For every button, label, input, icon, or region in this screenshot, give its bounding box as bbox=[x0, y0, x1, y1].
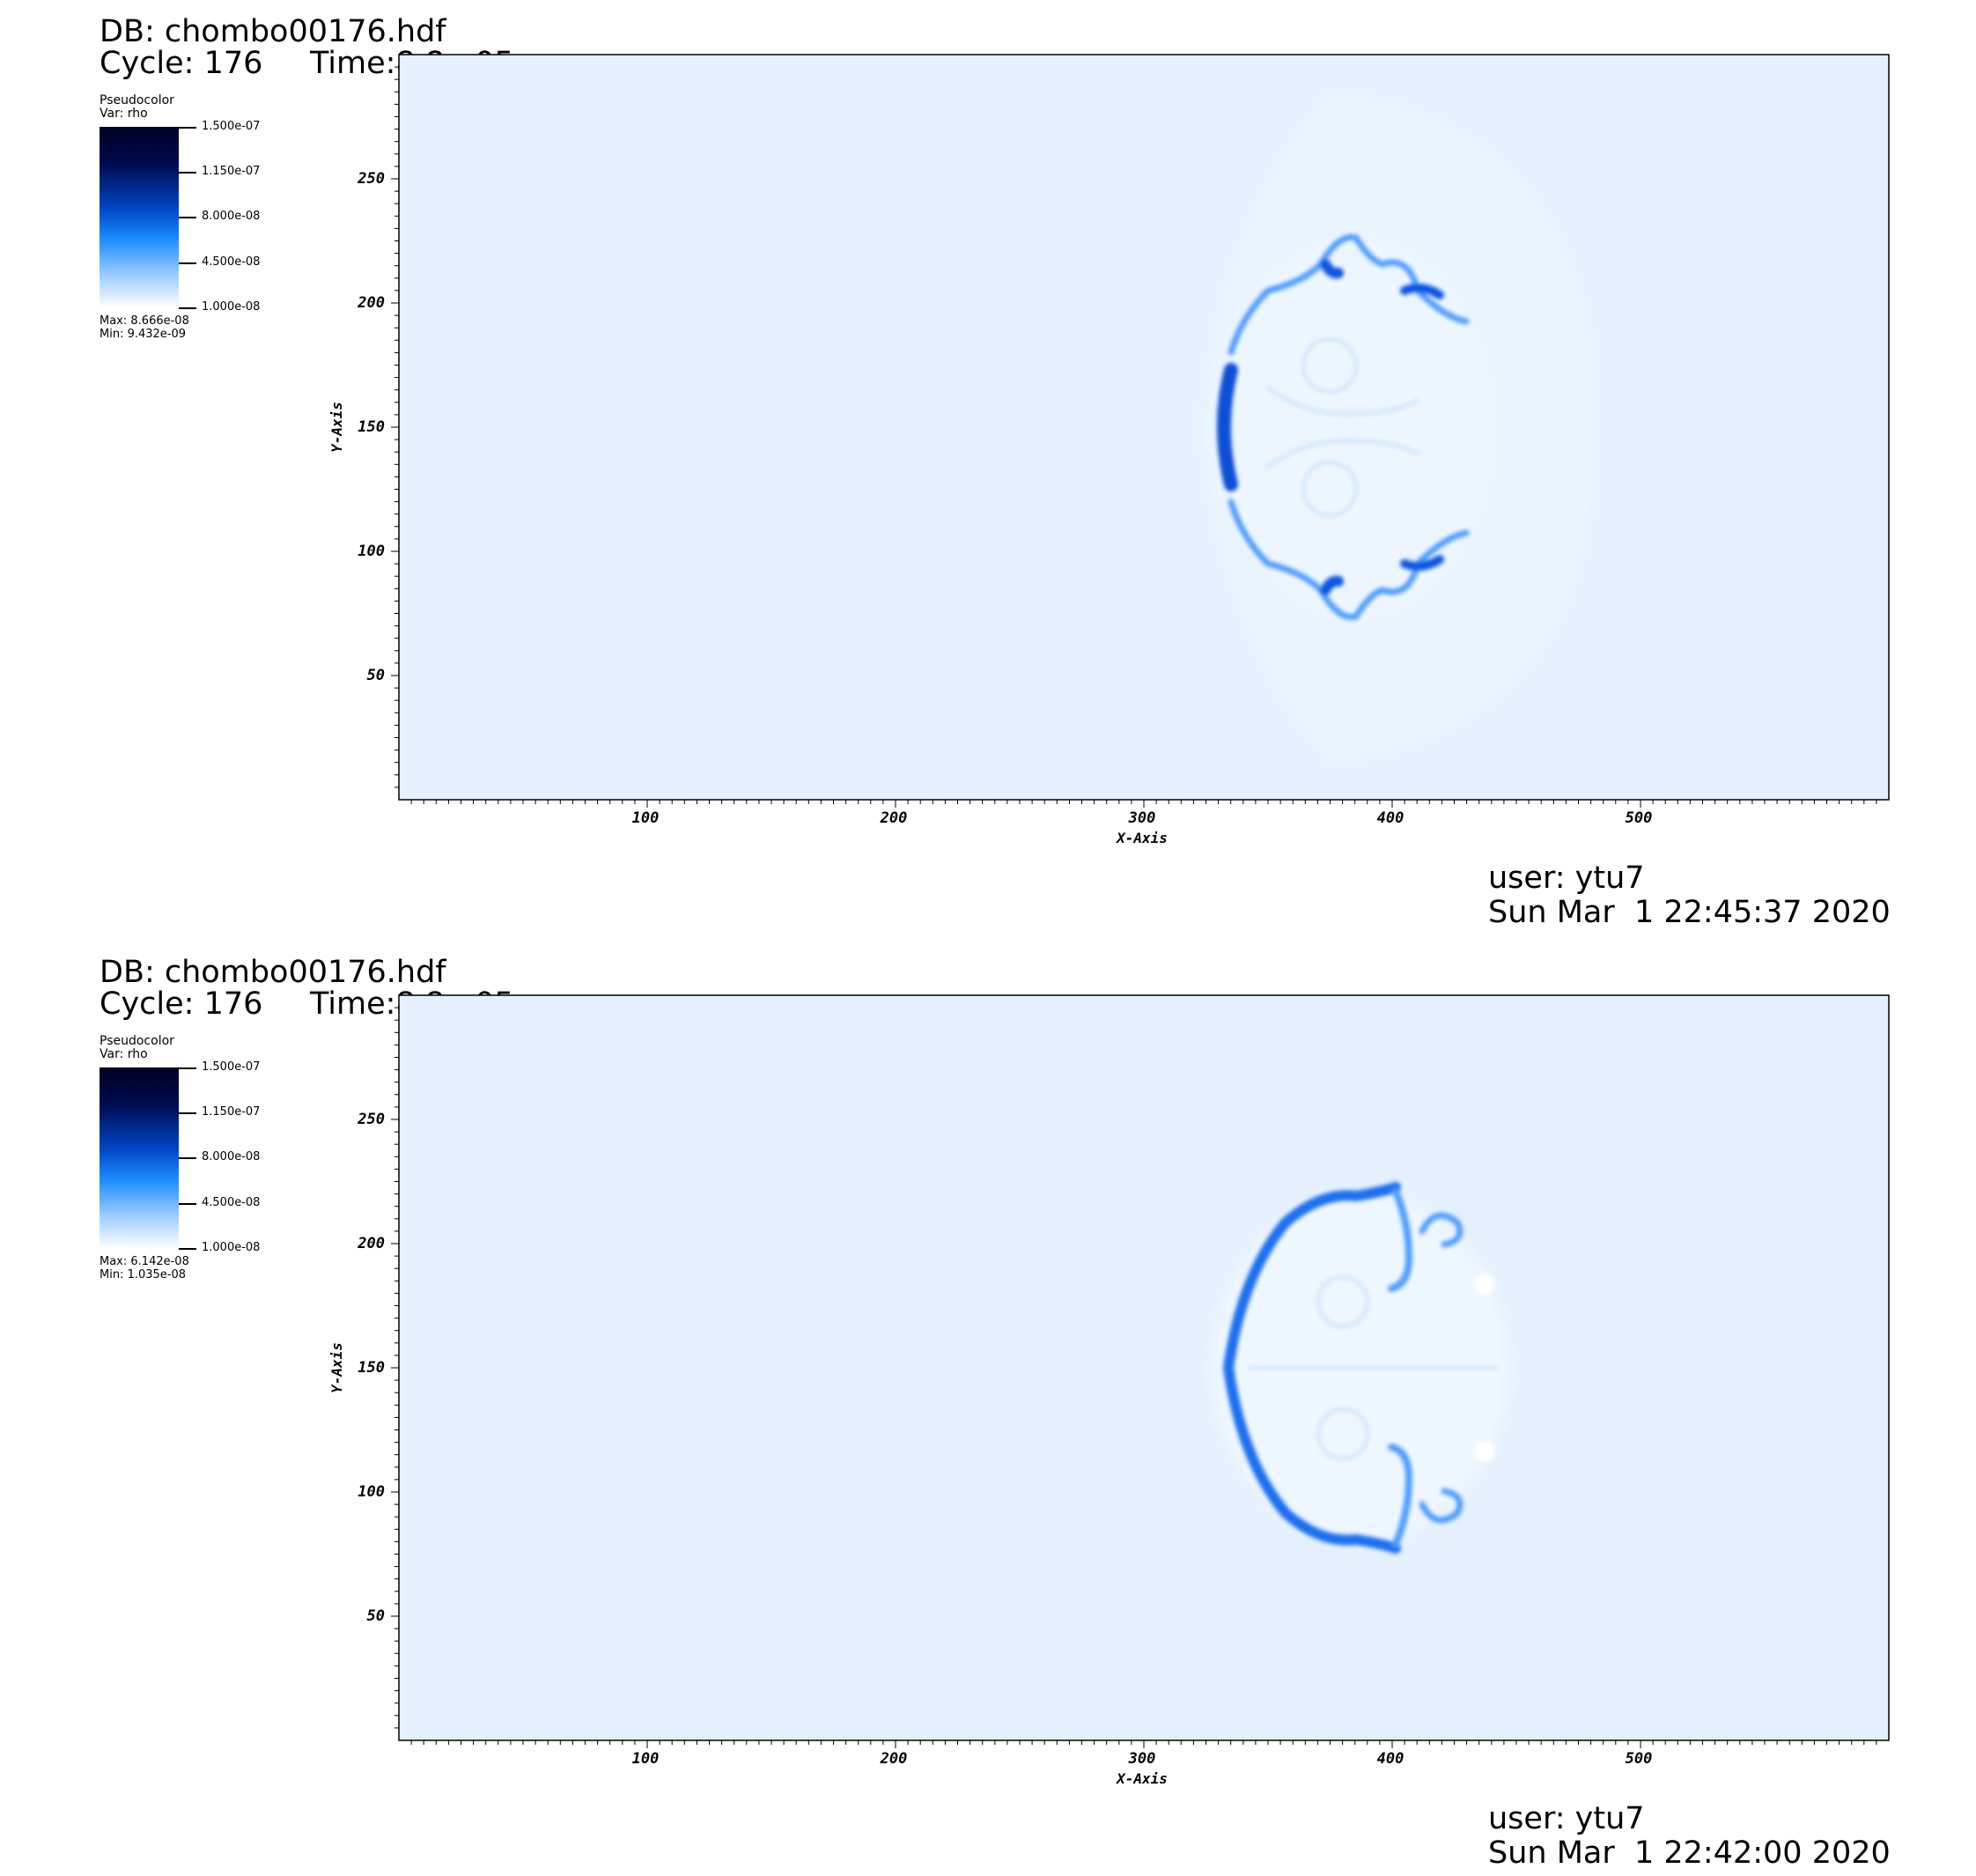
plot-area bbox=[398, 994, 1890, 1741]
legend-variable: Var: rho bbox=[100, 107, 148, 121]
density-filaments bbox=[1217, 233, 1470, 621]
y-tick-label: 50 bbox=[367, 1607, 385, 1625]
colorbar-label: 4.500e-08 bbox=[202, 1196, 261, 1209]
colorbar bbox=[100, 127, 179, 307]
x-tick-label: 500 bbox=[1626, 1750, 1653, 1768]
legend-plot-type: Pseudocolor bbox=[100, 1034, 174, 1048]
low-density-spot bbox=[1474, 1274, 1495, 1295]
axis-ticks bbox=[391, 1007, 1877, 1748]
data-min: Min: 9.432e-09 bbox=[100, 328, 187, 341]
y-tick-label: 200 bbox=[357, 294, 385, 312]
colorbar-label: 1.500e-07 bbox=[202, 120, 261, 133]
data-min: Min: 1.035e-08 bbox=[100, 1268, 187, 1281]
data-max: Max: 8.666e-08 bbox=[100, 314, 189, 328]
y-tick-label: 200 bbox=[357, 1235, 385, 1252]
y-tick-label: 150 bbox=[358, 418, 385, 436]
mushroom-region bbox=[1215, 233, 1497, 621]
colorbar-label: 1.000e-08 bbox=[202, 1241, 261, 1254]
colorbar-tick bbox=[179, 1067, 196, 1069]
density-filaments bbox=[1223, 1182, 1500, 1554]
plot-area bbox=[398, 54, 1890, 801]
colorbar-tick bbox=[179, 1248, 196, 1250]
cycle-label: Cycle: 176 bbox=[100, 46, 263, 81]
colorbar-tick bbox=[179, 1112, 196, 1114]
x-axis-title: X-Axis bbox=[1115, 830, 1168, 846]
x-tick-label: 200 bbox=[880, 1750, 908, 1768]
colorbar-label: 1.150e-07 bbox=[202, 165, 261, 178]
data-max: Max: 6.142e-08 bbox=[100, 1255, 189, 1268]
plot-panel-2: DB: chombo00176.hdf Cycle: 176 Time:8.8e… bbox=[0, 941, 1976, 1876]
date-label: Sun Mar 1 22:45:37 2020 bbox=[1488, 895, 1891, 930]
colorbar-tick bbox=[179, 262, 196, 264]
plot-panel-1: DB: chombo00176.hdf Cycle: 176 Time:8.8e… bbox=[0, 0, 1976, 935]
colorbar-tick bbox=[179, 1203, 196, 1205]
date-label: Sun Mar 1 22:42:00 2020 bbox=[1488, 1835, 1891, 1871]
colorbar-tick bbox=[179, 127, 196, 129]
db-label: DB: chombo00176.hdf bbox=[100, 955, 446, 990]
colorbar-tick bbox=[179, 1157, 196, 1159]
user-label: user: ytu7 bbox=[1488, 860, 1645, 896]
legend-plot-type: Pseudocolor bbox=[100, 93, 174, 107]
x-tick-label: 400 bbox=[1377, 809, 1405, 827]
x-axis-title: X-Axis bbox=[1115, 1770, 1168, 1787]
colorbar-label: 4.500e-08 bbox=[202, 255, 261, 269]
colorbar-tick bbox=[179, 172, 196, 174]
colorbar bbox=[100, 1067, 179, 1248]
x-tick-label: 100 bbox=[632, 809, 660, 827]
cycle-label: Cycle: 176 bbox=[100, 986, 263, 1022]
colorbar-label: 8.000e-08 bbox=[202, 210, 261, 223]
x-tick-label: 300 bbox=[1128, 809, 1156, 827]
y-tick-label: 150 bbox=[358, 1359, 385, 1377]
axis-ticks bbox=[391, 66, 1877, 808]
x-tick-label: 300 bbox=[1128, 1750, 1156, 1768]
y-tick-label: 50 bbox=[367, 667, 385, 684]
legend-variable: Var: rho bbox=[100, 1047, 148, 1061]
x-tick-label: 100 bbox=[632, 1750, 660, 1768]
heatmap-plot: 100 200 300 400 500 50 100 150 200 250 X… bbox=[328, 54, 1890, 846]
colorbar-label: 1.000e-08 bbox=[202, 300, 261, 314]
heatmap-plot: 100 200 300 400 500 50 100 150 200 250 X… bbox=[328, 994, 1890, 1787]
user-label: user: ytu7 bbox=[1488, 1801, 1645, 1836]
y-tick-label: 100 bbox=[358, 543, 385, 560]
colorbar-label: 1.150e-07 bbox=[202, 1105, 261, 1119]
colorbar-label: 1.500e-07 bbox=[202, 1060, 261, 1074]
low-density-spot bbox=[1474, 1441, 1495, 1462]
colorbar-tick bbox=[179, 307, 196, 309]
x-tick-label: 500 bbox=[1626, 809, 1653, 827]
y-axis-title: Y-Axis bbox=[328, 402, 345, 453]
db-label: DB: chombo00176.hdf bbox=[100, 14, 446, 49]
y-tick-label: 100 bbox=[358, 1483, 385, 1501]
y-tick-label: 250 bbox=[357, 170, 385, 188]
y-axis-title: Y-Axis bbox=[328, 1342, 345, 1393]
x-tick-label: 400 bbox=[1377, 1750, 1405, 1768]
colorbar-tick bbox=[179, 217, 196, 218]
x-tick-label: 200 bbox=[880, 809, 908, 827]
y-tick-label: 250 bbox=[357, 1111, 385, 1128]
colorbar-label: 8.000e-08 bbox=[202, 1150, 261, 1163]
